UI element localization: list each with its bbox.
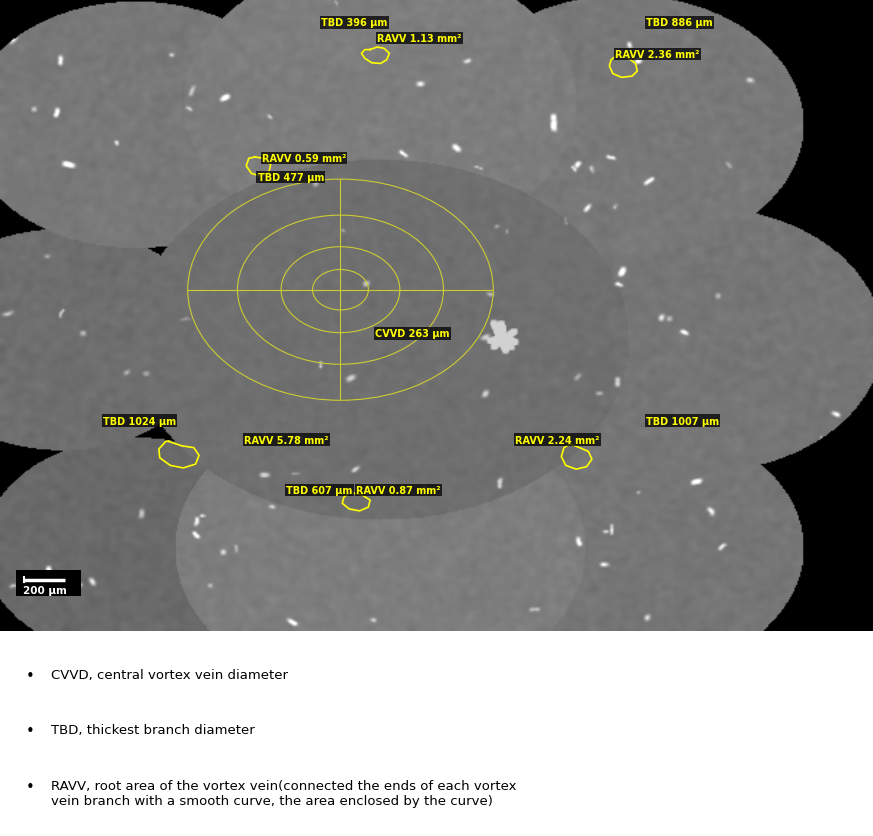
Text: RAVV 2.36 mm²: RAVV 2.36 mm² bbox=[615, 50, 700, 60]
Text: CVVD 263 μm: CVVD 263 μm bbox=[375, 329, 450, 339]
FancyBboxPatch shape bbox=[16, 570, 81, 596]
Text: •: • bbox=[26, 778, 35, 793]
Text: RAVV 5.78 mm²: RAVV 5.78 mm² bbox=[244, 435, 329, 445]
Text: TBD, thickest branch diameter: TBD, thickest branch diameter bbox=[51, 723, 254, 737]
Text: •: • bbox=[26, 668, 35, 683]
Text: RAVV, root area of the vortex vein(connected the ends of each vortex
vein branch: RAVV, root area of the vortex vein(conne… bbox=[51, 778, 516, 807]
Text: RAVV 0.59 mm²: RAVV 0.59 mm² bbox=[262, 154, 347, 164]
Text: 200 μm: 200 μm bbox=[23, 585, 66, 595]
Text: RAVV 1.13 mm²: RAVV 1.13 mm² bbox=[377, 34, 462, 44]
Text: RAVV 0.87 mm²: RAVV 0.87 mm² bbox=[356, 486, 441, 496]
Text: TBD 1024 μm: TBD 1024 μm bbox=[103, 416, 176, 426]
Text: TBD 607 μm: TBD 607 μm bbox=[286, 486, 353, 496]
Text: •: • bbox=[26, 723, 35, 738]
Text: RAVV 2.24 mm²: RAVV 2.24 mm² bbox=[515, 435, 600, 445]
Text: TBD 477 μm: TBD 477 μm bbox=[258, 173, 324, 183]
Text: TBD 886 μm: TBD 886 μm bbox=[646, 18, 712, 28]
Text: CVVD, central vortex vein diameter: CVVD, central vortex vein diameter bbox=[51, 668, 287, 681]
Text: TBD 1007 μm: TBD 1007 μm bbox=[646, 416, 719, 426]
Text: TBD 396 μm: TBD 396 μm bbox=[321, 18, 388, 28]
